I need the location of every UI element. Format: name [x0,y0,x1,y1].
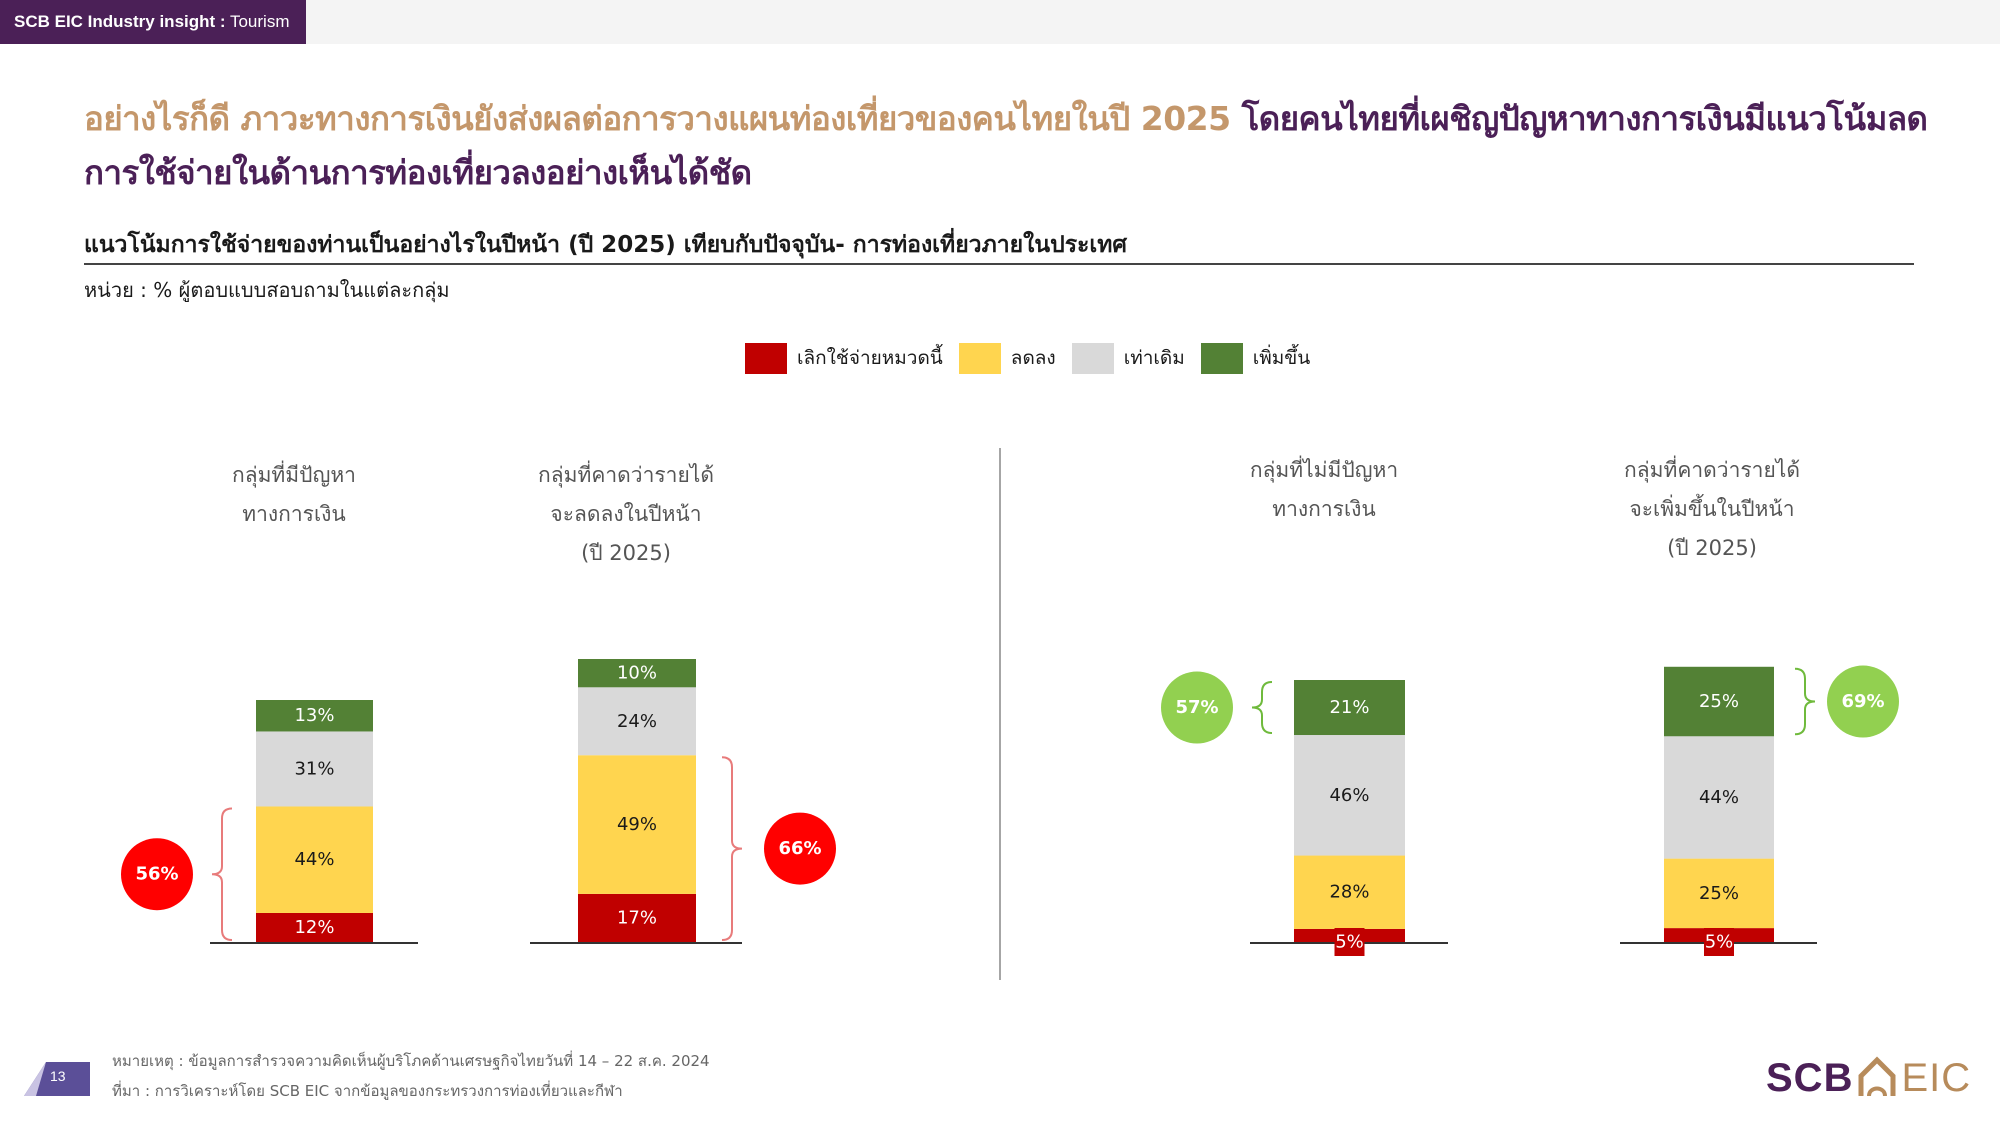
legend-label-stop: เลิกใช้จ่ายหมวดนี้ [797,347,943,369]
legend-swatch-same [1071,342,1114,374]
section-tag-bold: SCB EIC Industry insight : [14,12,226,31]
bar-value-label: 12% [294,917,334,938]
bar-segment [256,912,373,942]
callout-bubble [121,838,193,911]
bar-segment [578,893,696,942]
logo-eic-text: EIC [1901,1055,1972,1100]
callout-label: 69% [1841,691,1884,712]
group-label-line: ทางการเงิน [242,502,346,526]
group-label-line: กลุ่มที่คาดว่ารายได้ [538,463,714,487]
bar-segment [1294,735,1405,856]
legend-swatch-stop [745,342,787,374]
bar-segment [256,700,373,732]
bracket [1251,681,1273,735]
legend-item-stop: เลิกใช้จ่ายหมวดนี้ [745,342,943,374]
group-label-line: (ปี 2025) [581,541,671,565]
headline-part2: โดยคนไทยที่เผชิญปัญหาทางการเงินมีแนวโน้ม… [84,99,1928,192]
bar-segment [1294,680,1405,736]
group-label-financial-problem: กลุ่มที่มีปัญหา ทางการเงิน [194,456,394,534]
callout-bubble [764,812,836,885]
headline-part1: อย่างไรก็ดี ภาวะทางการเงินยังส่งผลต่อการ… [84,99,1231,138]
bar-value-label: 21% [1329,697,1369,718]
logo-house-icon [1858,1056,1896,1097]
bar-segment [578,659,696,688]
chart-subtitle: แนวโน้มการใช้จ่ายของท่านเป็นอย่างไรในปีห… [84,232,1128,258]
bar-value-label: 28% [1329,882,1369,903]
section-tag-topic: Tourism [225,12,290,31]
bracket [721,756,743,941]
group-label-income-increase: กลุ่มที่คาดว่ารายได้ จะเพิ่มขึ้นในปีหน้า… [1587,451,1837,568]
small-value-tag [1334,928,1365,956]
legend-swatch-decrease [958,342,1001,374]
panel-divider [999,448,1001,980]
bar-value-label: 44% [1699,787,1739,808]
footnote-note: หมายเหตุ : ข้อมูลการสำรวจความคิดเห็นผู้บ… [112,1052,710,1070]
section-tag: SCB EIC Industry insight : Tourism [0,0,306,44]
group-label-line: (ปี 2025) [1667,536,1757,560]
bar-value-label: 31% [294,758,334,779]
bracket [211,807,233,941]
bar-value-label: 46% [1329,785,1369,806]
group-label-line: กลุ่มที่คาดว่ารายได้ [1624,458,1800,482]
legend-item-increase: เพิ่มขึ้น [1200,342,1311,374]
bar-value-label: 17% [617,907,657,928]
bar-value-label: 13% [294,705,334,726]
legend-label-same: เท่าเดิม [1123,347,1185,369]
bar-segment [1664,736,1774,859]
legend-swatch-increase [1200,342,1243,374]
subtitle-rule [84,263,1914,265]
bar-value-label: 5% [1335,932,1364,953]
bar-value-label: 49% [617,814,657,835]
bar-segment [256,806,373,913]
top-bar [0,0,2000,44]
bar-value-label: 10% [617,663,657,684]
bar-segment [1664,666,1774,737]
bar-value-label: 25% [1699,691,1739,712]
bar-segment [578,755,696,894]
group-label-line: จะเพิ่มขึ้นในปีหน้า [1629,497,1795,521]
legend-item-same: เท่าเดิม [1071,342,1185,374]
bar-segment [256,731,373,807]
unit-note: หน่วย : % ผู้ตอบแบบสอบถามในแต่ละกลุ่ม [84,278,450,302]
callout-label: 57% [1175,697,1218,718]
chart-legend: เลิกใช้จ่ายหมวดนี้ ลดลง เท่าเดิม เพิ่มขึ… [745,342,1310,374]
callout-label: 66% [778,838,821,859]
bar-segment [578,687,696,756]
logo-scb-text: SCB [1766,1055,1854,1100]
bracket [1794,667,1816,736]
page-badge [24,1062,90,1096]
legend-label-increase: เพิ่มขึ้น [1252,347,1311,369]
headline: อย่างไรก็ดี ภาวะทางการเงินยังส่งผลต่อการ… [84,92,1944,200]
small-value-tag [1704,928,1734,956]
group-label-line: จะลดลงในปีหน้า [550,502,702,526]
group-label-line: กลุ่มที่มีปัญหา [232,463,356,487]
group-label-income-decrease: กลุ่มที่คาดว่ารายได้ จะลดลงในปีหน้า (ปี … [501,456,751,573]
group-label-no-financial-problem: กลุ่มที่ไม่มีปัญหา ทางการเงิน [1224,451,1424,529]
bar-segment [1664,858,1774,929]
callout-bubble [1827,665,1899,738]
bar-value-label: 24% [617,711,657,732]
scb-eic-logo: SCB EIC [1766,1054,1971,1102]
callout-label: 56% [135,864,178,885]
footnote-source: ที่มา : การวิเคราะห์โดย SCB EIC จากข้อมู… [112,1082,623,1100]
page-number: 13 [50,1068,66,1084]
group-label-line: กลุ่มที่ไม่มีปัญหา [1249,458,1399,482]
callout-bubble [1161,671,1233,744]
bar-value-label: 5% [1705,932,1734,953]
legend-item-decrease: ลดลง [958,342,1056,374]
legend-label-decrease: ลดลง [1010,347,1056,369]
bar-value-label: 25% [1699,883,1739,904]
bar-segment [1294,855,1405,929]
bar-value-label: 44% [294,849,334,870]
group-label-line: ทางการเงิน [1272,497,1376,521]
